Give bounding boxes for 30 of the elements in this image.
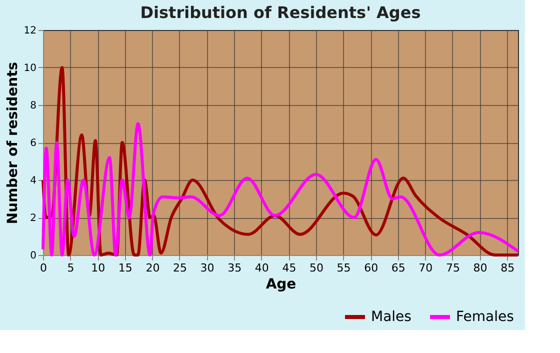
x-tick-label: 0: [40, 262, 47, 274]
x-tick-label: 5: [67, 262, 74, 274]
y-tick-label: 6: [30, 138, 36, 149]
x-axis-title: Age: [266, 276, 296, 292]
x-tick-label: 30: [200, 262, 214, 274]
legend-label: Males: [371, 309, 412, 325]
x-tick-label: 55: [336, 262, 351, 274]
y-tick-label: 2: [30, 213, 36, 224]
x-tick-label: 25: [172, 262, 187, 274]
x-tick-label: 85: [500, 262, 515, 274]
x-tick-label: 20: [146, 262, 160, 274]
x-tick-label: 15: [118, 262, 132, 274]
x-tick-label: 50: [309, 262, 324, 274]
legend-label: Females: [456, 309, 514, 325]
x-tick-label: 80: [473, 262, 488, 274]
y-tick-label: 12: [24, 26, 36, 36]
y-tick-label: 0: [30, 250, 36, 262]
y-tick-label: 4: [30, 176, 36, 186]
y-axis-title: Number of residents: [4, 62, 21, 224]
x-tick-label: 35: [228, 262, 242, 274]
x-tick-label: 10: [91, 262, 106, 274]
x-tick-label: 60: [364, 262, 378, 274]
y-tick-label: 8: [30, 100, 36, 112]
x-tick-label: 45: [282, 262, 296, 274]
chart-title: Distribution of Residents' Ages: [140, 3, 421, 22]
x-tick-label: 65: [391, 262, 406, 274]
x-tick-label: 75: [446, 262, 460, 274]
x-tick-label: 40: [254, 262, 269, 274]
x-tick-label: 70: [418, 262, 433, 274]
y-tick-label: 10: [24, 63, 36, 74]
